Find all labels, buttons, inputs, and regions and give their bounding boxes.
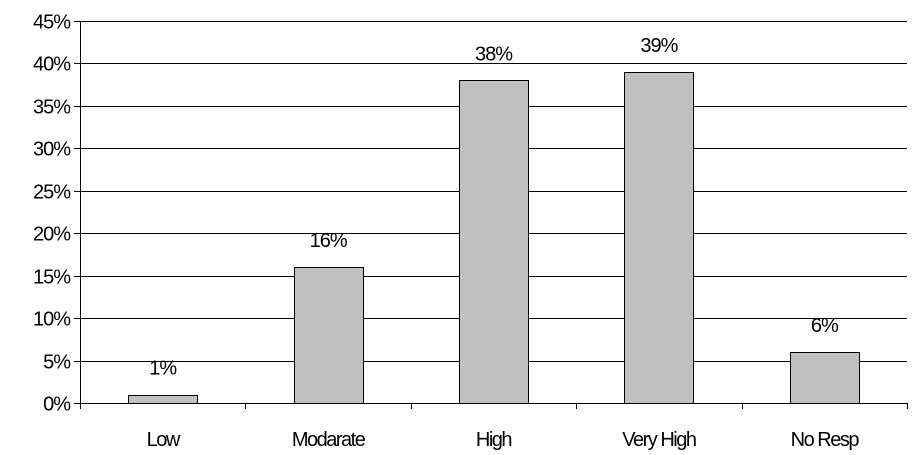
data-label: 6%: [811, 315, 839, 337]
bar-modarate: [294, 267, 364, 404]
x-category-label: Low: [147, 429, 181, 451]
y-tick-label: 40%: [33, 54, 71, 76]
data-label: 39%: [640, 35, 678, 57]
x-axis-category-labels: Low Modarate High Very High No Resp: [147, 429, 861, 451]
bar-low: [128, 395, 198, 404]
x-category-label: Very High: [622, 429, 696, 451]
y-tick-label: 20%: [33, 224, 71, 246]
bar-high: [459, 80, 529, 404]
data-label: 1%: [149, 358, 177, 380]
axes: [74, 21, 908, 409]
y-tick-label: 0%: [43, 394, 71, 416]
y-tick-label: 10%: [33, 309, 71, 331]
y-tick-label: 5%: [43, 352, 71, 374]
bar-no-resp: [790, 352, 860, 404]
x-category-label: No Resp: [791, 429, 860, 451]
y-tick-label: 25%: [33, 182, 71, 204]
data-label: 38%: [475, 43, 513, 65]
y-axis-tick-labels: 0% 5% 10% 15% 20% 25% 30% 35% 40% 45%: [33, 12, 72, 416]
bar-very-high: [624, 72, 694, 404]
bars: [128, 72, 860, 404]
y-tick-label: 45%: [33, 12, 71, 34]
y-tick-label: 30%: [33, 139, 71, 161]
y-tick-label: 35%: [33, 97, 71, 119]
x-category-label: High: [476, 429, 512, 451]
x-category-label: Modarate: [292, 429, 366, 451]
data-labels: 1% 16% 38% 39% 6%: [149, 35, 840, 380]
y-tick-label: 15%: [33, 267, 71, 289]
data-label: 16%: [310, 230, 348, 252]
